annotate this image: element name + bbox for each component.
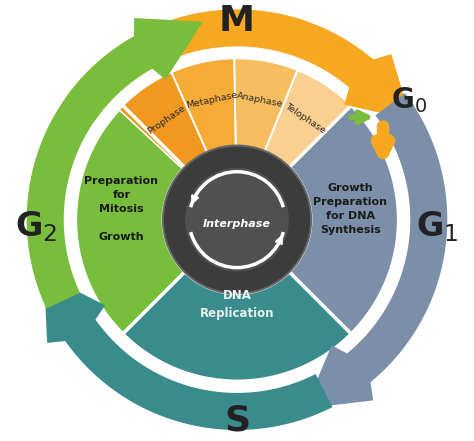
Text: G$_0$: G$_0$	[391, 85, 427, 115]
Text: Prophase: Prophase	[146, 103, 188, 136]
Polygon shape	[305, 93, 447, 408]
Wedge shape	[76, 105, 184, 334]
Text: Growth
Preparation
for DNA
Synthesis: Growth Preparation for DNA Synthesis	[313, 183, 387, 235]
Text: Anaphase: Anaphase	[237, 91, 284, 109]
Wedge shape	[234, 58, 297, 220]
Polygon shape	[65, 9, 411, 120]
Wedge shape	[123, 272, 351, 381]
Text: Telophase: Telophase	[283, 101, 327, 135]
Text: Metaphase: Metaphase	[185, 90, 238, 110]
Text: S: S	[224, 403, 250, 437]
Text: DNA
Replication: DNA Replication	[200, 289, 274, 320]
Circle shape	[185, 168, 289, 272]
Wedge shape	[237, 70, 351, 220]
Text: G$_2$: G$_2$	[15, 209, 58, 243]
Polygon shape	[27, 18, 203, 309]
Text: Interphase: Interphase	[203, 219, 271, 229]
Wedge shape	[172, 58, 237, 220]
Wedge shape	[123, 58, 351, 167]
Text: G$_1$: G$_1$	[416, 209, 459, 243]
Circle shape	[163, 146, 311, 294]
Text: Preparation
for
Mitosis

Growth: Preparation for Mitosis Growth	[84, 176, 158, 242]
Wedge shape	[119, 72, 237, 220]
Polygon shape	[44, 274, 332, 430]
Wedge shape	[290, 105, 398, 334]
Text: M: M	[219, 4, 255, 38]
